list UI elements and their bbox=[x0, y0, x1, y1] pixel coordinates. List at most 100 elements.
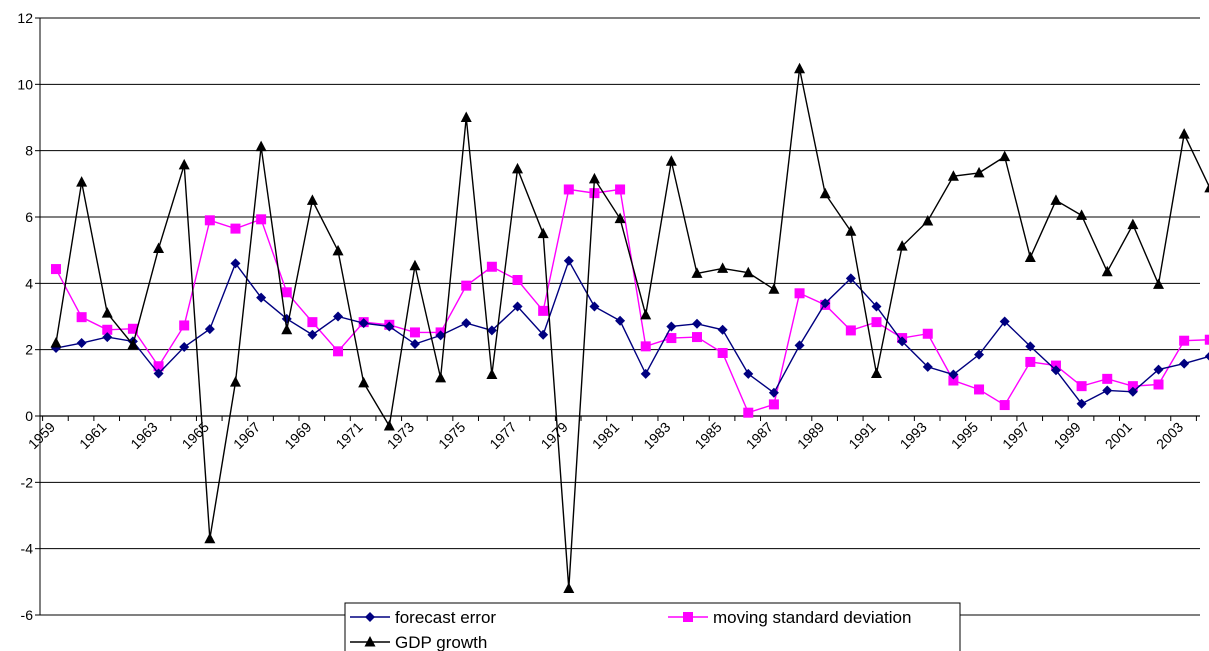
data-point bbox=[76, 176, 88, 187]
data-point bbox=[204, 324, 215, 335]
data-point bbox=[1204, 183, 1209, 193]
data-point bbox=[588, 172, 600, 184]
legend-entry: forecast error bbox=[350, 608, 496, 627]
data-point bbox=[332, 244, 344, 256]
legend-label: GDP growth bbox=[395, 633, 487, 651]
x-tick-label: 1985 bbox=[691, 419, 724, 452]
data-point bbox=[640, 368, 651, 379]
data-point bbox=[640, 341, 651, 352]
data-point bbox=[76, 312, 87, 323]
data-point bbox=[563, 184, 574, 195]
data-point bbox=[409, 259, 421, 271]
data-point bbox=[50, 337, 62, 348]
legend-entry: moving standard deviation bbox=[668, 608, 911, 627]
data-point bbox=[512, 301, 523, 312]
data-point bbox=[512, 275, 523, 286]
data-point bbox=[563, 582, 575, 593]
data-point bbox=[589, 301, 600, 312]
x-tick-label: 1991 bbox=[845, 419, 878, 452]
series-moving-standard-deviation bbox=[51, 184, 1209, 418]
data-point bbox=[461, 280, 472, 291]
data-point bbox=[255, 140, 267, 152]
data-point bbox=[922, 361, 933, 372]
x-tick-label: 1999 bbox=[1050, 419, 1083, 452]
data-point bbox=[1153, 379, 1164, 390]
data-point bbox=[229, 376, 241, 387]
data-point bbox=[768, 387, 779, 398]
data-point bbox=[1127, 381, 1138, 392]
x-tick-label: 1997 bbox=[999, 419, 1032, 452]
y-tick-label: 4 bbox=[25, 275, 33, 291]
series-GDP-growth bbox=[50, 62, 1209, 593]
data-point bbox=[871, 317, 882, 328]
data-point bbox=[589, 188, 600, 199]
data-point bbox=[486, 261, 497, 272]
data-point bbox=[101, 307, 113, 318]
data-point bbox=[364, 636, 376, 647]
data-point bbox=[460, 111, 472, 122]
data-point bbox=[178, 158, 190, 170]
data-point bbox=[230, 258, 241, 269]
data-point bbox=[256, 292, 267, 303]
data-point bbox=[768, 399, 779, 410]
data-point bbox=[692, 332, 702, 343]
data-point bbox=[896, 240, 908, 251]
y-tick-label: 0 bbox=[25, 408, 33, 424]
data-point bbox=[666, 333, 677, 344]
x-tick-label: 1963 bbox=[127, 419, 160, 452]
data-point bbox=[307, 329, 318, 340]
data-point bbox=[358, 376, 370, 388]
data-point bbox=[683, 612, 693, 622]
data-point bbox=[179, 342, 190, 353]
data-point bbox=[1101, 265, 1113, 277]
x-tick-label: 1983 bbox=[640, 419, 673, 452]
data-point bbox=[794, 62, 806, 74]
data-point bbox=[409, 327, 420, 338]
data-point bbox=[820, 298, 831, 309]
data-point bbox=[845, 325, 856, 336]
data-point bbox=[1127, 218, 1139, 230]
data-point bbox=[307, 317, 318, 328]
data-point bbox=[999, 400, 1010, 411]
x-tick-label: 1975 bbox=[435, 419, 468, 452]
data-point bbox=[845, 273, 856, 284]
data-point bbox=[1025, 356, 1036, 367]
x-tick-label: 1989 bbox=[794, 419, 827, 452]
data-point bbox=[281, 323, 293, 335]
data-point bbox=[948, 369, 959, 380]
data-point bbox=[1204, 352, 1209, 361]
data-point bbox=[973, 166, 985, 178]
data-point bbox=[153, 242, 165, 254]
axes bbox=[35, 17, 1200, 616]
data-point bbox=[537, 227, 549, 239]
data-point bbox=[435, 330, 446, 341]
data-point bbox=[717, 347, 728, 358]
data-point bbox=[999, 316, 1010, 327]
series-line bbox=[55, 259, 1209, 405]
x-tick-label: 1969 bbox=[281, 419, 314, 452]
data-point bbox=[948, 375, 959, 386]
y-tick-label: 8 bbox=[25, 143, 33, 159]
data-point bbox=[947, 170, 959, 181]
data-point bbox=[76, 338, 87, 349]
x-tick-label: 1965 bbox=[179, 419, 212, 452]
data-point bbox=[794, 340, 805, 351]
y-tick-label: 2 bbox=[25, 342, 33, 358]
data-point bbox=[742, 266, 754, 278]
data-point bbox=[974, 349, 985, 360]
y-tick-label: 10 bbox=[17, 76, 33, 92]
data-point bbox=[614, 212, 626, 224]
x-tick-label: 1993 bbox=[897, 419, 930, 452]
series-line bbox=[55, 68, 1209, 589]
data-point bbox=[615, 184, 626, 195]
data-point bbox=[615, 315, 626, 326]
data-point bbox=[486, 325, 497, 336]
data-point bbox=[717, 324, 728, 335]
data-point bbox=[1025, 341, 1036, 352]
legend: forecast error moving standard deviation G… bbox=[344, 602, 961, 651]
legend-box bbox=[344, 602, 961, 651]
data-point bbox=[1178, 128, 1190, 139]
y-tick-label: -6 bbox=[21, 607, 34, 623]
x-tick-label: 2003 bbox=[1153, 419, 1186, 452]
data-point bbox=[691, 267, 703, 278]
